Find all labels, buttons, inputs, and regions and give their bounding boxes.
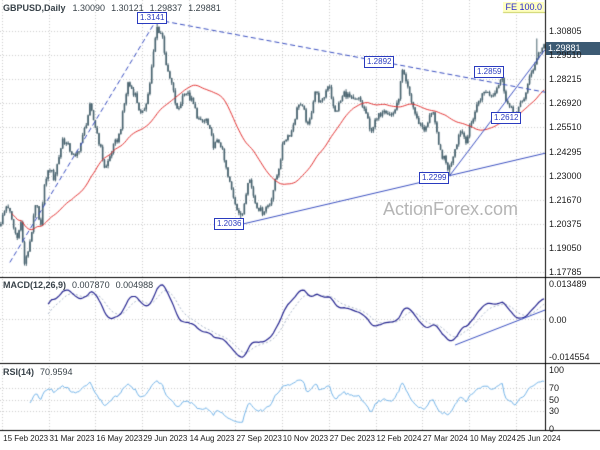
date-axis-label: 15 Feb 2023: [3, 434, 49, 443]
macd-signal-value: 0.004988: [115, 280, 154, 290]
current-price-box: 1.29881: [546, 42, 600, 55]
ohlc-high: 1.30121: [111, 3, 144, 13]
date-axis-label: 14 Aug 2023: [189, 434, 235, 443]
price-axis-label: 1.20375: [549, 218, 582, 229]
macd-axis-label: 0.00: [549, 314, 567, 325]
date-axis-label: 29 Jun 2023: [143, 434, 188, 443]
date-axis-label: 31 Mar 2023: [49, 434, 95, 443]
price-axis-label: 1.24295: [549, 146, 582, 157]
price-axis-label: 1.28215: [549, 74, 582, 85]
macd-axis-label: -0.014554: [549, 352, 590, 362]
date-axis-label: 27 Dec 2023: [329, 434, 375, 443]
price-axis-label: 1.21670: [549, 194, 582, 205]
rsi-axis-label: 30: [549, 406, 560, 417]
price-axis-label: 1.29510: [549, 50, 582, 61]
pivot-price-label: 1.2859: [474, 66, 505, 78]
chart-header: GBPUSD,Daily 1.30090 1.30121 1.29837 1.29881: [3, 3, 227, 13]
price-axis-label: 1.17785: [549, 267, 582, 277]
date-axis-label: 10 May 2024: [469, 434, 516, 443]
rsi-axis-label: 100: [549, 365, 565, 375]
macd-axis-label: 0.013489: [549, 279, 587, 289]
pivot-price-label: 1.2892: [364, 56, 395, 68]
price-axis-label: 1.30805: [549, 26, 582, 36]
macd-header: MACD(12,26,9) 0.007870 0.004988: [3, 280, 159, 290]
price-axis-label: 1.23000: [549, 170, 582, 181]
pivot-price-label: 1.2036: [214, 218, 245, 230]
rsi-header: RSI(14) 70.9594: [3, 367, 79, 377]
pivot-price-label: 1.2299: [419, 172, 450, 184]
date-axis-label: 27 Sep 2023: [236, 434, 282, 443]
date-axis-label: 10 Nov 2023: [282, 434, 329, 443]
price-axis-label: 1.19050: [549, 242, 582, 253]
price-axis-label: 1.26920: [549, 98, 582, 109]
date-axis-label: 12 Feb 2024: [376, 434, 422, 443]
pivot-price-label: 1.3141: [137, 12, 168, 24]
price-axis-label: 1.25510: [549, 122, 582, 133]
date-axis-label: 25 Jun 2024: [516, 434, 561, 443]
macd-main-value: 0.007870: [72, 280, 110, 290]
rsi-value: 70.9594: [40, 367, 73, 377]
date-axis-label: 16 May 2023: [96, 434, 143, 443]
rsi-axis-label: 70: [549, 382, 560, 393]
ohlc-close: 1.29881: [188, 3, 221, 13]
rsi-axis-label: 50: [549, 394, 560, 405]
ohlc-low: 1.29837: [149, 3, 183, 13]
macd-label: MACD(12,26,9): [3, 280, 67, 290]
watermark: ActionForex.com: [383, 199, 519, 219]
rsi-axis-label: 0: [549, 424, 555, 434]
pivot-price-label: 1.2612: [491, 112, 522, 124]
date-axis-label: 27 Mar 2024: [422, 434, 468, 443]
ohlc-open: 1.30090: [72, 3, 106, 13]
symbol-timeframe-label: GBPUSD,Daily: [3, 3, 66, 13]
rsi-label: RSI(14): [3, 367, 35, 377]
fibonacci-extension-label: FE 100.0: [503, 2, 544, 12]
